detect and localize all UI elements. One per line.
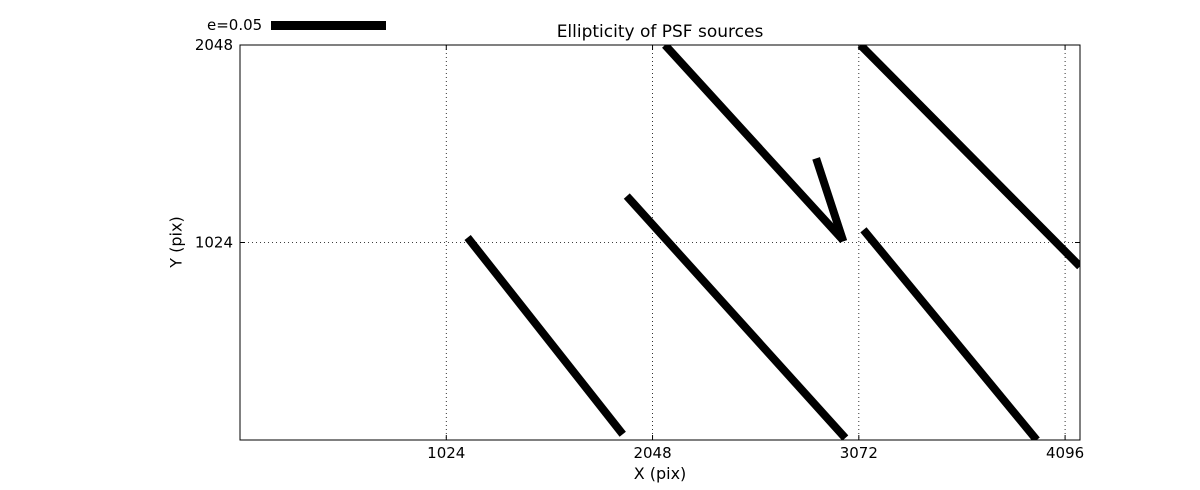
gridlines <box>240 45 1080 440</box>
tick-marks <box>240 44 1080 440</box>
ellipticity-segment <box>812 157 848 243</box>
ellipticity-segments <box>464 45 1080 440</box>
x-axis-label: X (pix) <box>633 464 687 483</box>
x-tick-label: 4096 <box>1046 444 1084 462</box>
tick-labels: 1024 2048 3072 4096 1024 2048 <box>195 36 1084 462</box>
x-tick-label: 2048 <box>633 444 671 462</box>
legend-label: e=0.05 <box>207 16 263 34</box>
ellipticity-segment <box>464 235 626 437</box>
x-tick-label: 1024 <box>427 444 465 462</box>
ellipticity-segment <box>662 45 847 244</box>
ellipticity-segment <box>857 45 1080 270</box>
legend: e=0.05 <box>207 16 387 34</box>
x-tick-label: 3072 <box>840 444 878 462</box>
y-tick-label: 1024 <box>195 234 233 252</box>
legend-line-swatch <box>271 20 387 30</box>
y-axis-label: Y (pix) <box>166 216 186 268</box>
chart-title: Ellipticity of PSF sources <box>556 22 764 42</box>
ellipticity-segment <box>860 227 1040 440</box>
ellipticity-segment <box>623 193 849 440</box>
y-tick-label: 2048 <box>195 36 233 54</box>
